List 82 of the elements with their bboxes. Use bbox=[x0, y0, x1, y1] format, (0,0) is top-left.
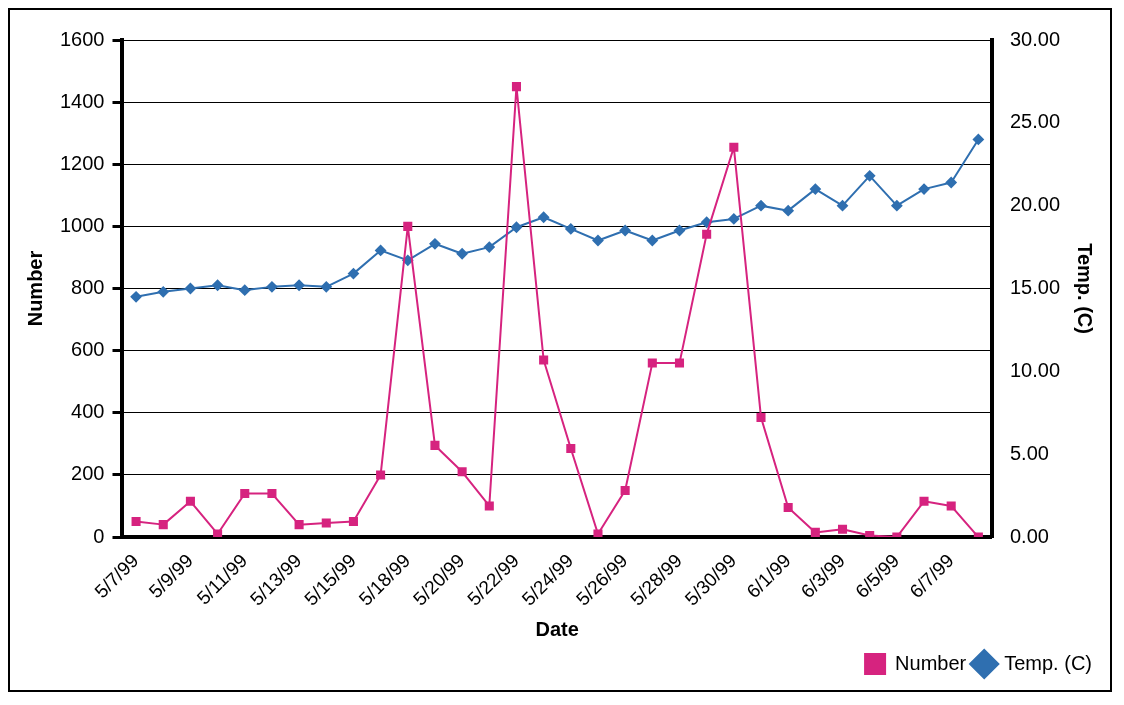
point bbox=[620, 485, 630, 495]
point bbox=[267, 489, 277, 499]
y-tick-label: 1600 bbox=[59, 27, 105, 50]
point bbox=[891, 200, 903, 212]
point bbox=[539, 355, 549, 365]
point bbox=[510, 221, 522, 233]
point bbox=[619, 225, 631, 237]
point bbox=[483, 241, 495, 253]
point bbox=[239, 284, 251, 296]
point bbox=[729, 142, 739, 152]
y2-tick-label: 20.00 bbox=[1009, 193, 1061, 216]
point bbox=[702, 229, 712, 239]
y-axis-title: Number bbox=[23, 250, 46, 327]
point bbox=[403, 221, 413, 231]
point bbox=[918, 183, 930, 195]
point bbox=[213, 529, 223, 538]
point bbox=[592, 234, 604, 246]
y2-tick-label: 15.00 bbox=[1009, 276, 1061, 299]
legend-label: Temp. (C) bbox=[1004, 651, 1093, 674]
point bbox=[157, 286, 169, 298]
point bbox=[782, 205, 794, 217]
y-tick-label: 1200 bbox=[59, 151, 105, 174]
y2-tick-label: 10.00 bbox=[1009, 358, 1061, 381]
y-tick-label: 0 bbox=[93, 524, 105, 547]
point bbox=[756, 412, 766, 422]
point bbox=[810, 527, 820, 537]
point bbox=[674, 358, 685, 368]
point bbox=[593, 529, 603, 538]
point bbox=[429, 238, 441, 250]
y2-tick-label: 5.00 bbox=[1009, 441, 1049, 464]
point bbox=[538, 211, 550, 223]
point bbox=[646, 234, 658, 246]
point bbox=[972, 133, 984, 145]
point bbox=[484, 501, 494, 511]
point bbox=[864, 170, 876, 182]
point bbox=[755, 200, 767, 212]
point bbox=[783, 503, 793, 513]
y-tick-label: 1400 bbox=[59, 89, 105, 112]
point bbox=[566, 443, 576, 454]
point bbox=[837, 524, 848, 534]
y2-tick-label: 25.00 bbox=[1009, 110, 1061, 133]
y-tick-label: 1000 bbox=[59, 213, 105, 236]
point bbox=[294, 520, 304, 530]
point bbox=[293, 279, 305, 291]
y-tick-label: 600 bbox=[71, 338, 105, 361]
point bbox=[809, 183, 821, 195]
point bbox=[321, 518, 331, 528]
point bbox=[728, 213, 740, 225]
point bbox=[130, 291, 142, 303]
point bbox=[376, 470, 386, 480]
point bbox=[946, 501, 956, 511]
point bbox=[945, 176, 957, 188]
point bbox=[158, 520, 168, 530]
point bbox=[131, 516, 141, 527]
point bbox=[837, 200, 849, 212]
point bbox=[348, 516, 358, 527]
y2-axis-title: Temp. (C) bbox=[1074, 243, 1097, 334]
y-tick-label: 400 bbox=[71, 400, 105, 423]
point bbox=[865, 530, 875, 538]
point bbox=[430, 440, 440, 450]
point bbox=[266, 281, 278, 293]
point bbox=[240, 489, 250, 499]
point bbox=[347, 268, 359, 280]
point bbox=[185, 496, 195, 506]
y2-tick-label: 30.00 bbox=[1009, 27, 1061, 50]
point bbox=[647, 358, 657, 368]
point bbox=[565, 223, 577, 235]
point bbox=[456, 248, 468, 260]
legend-label: Number bbox=[895, 651, 967, 674]
y-tick-label: 200 bbox=[71, 462, 105, 485]
point bbox=[673, 225, 685, 237]
x-axis-title: Date bbox=[535, 617, 579, 640]
point bbox=[212, 279, 224, 291]
point bbox=[701, 216, 713, 228]
point bbox=[184, 283, 196, 295]
point bbox=[919, 496, 929, 506]
point bbox=[457, 467, 467, 477]
point bbox=[375, 244, 387, 256]
point bbox=[511, 82, 521, 92]
y2-tick-label: 0.00 bbox=[1009, 524, 1049, 547]
y-tick-label: 800 bbox=[71, 276, 105, 299]
point bbox=[320, 281, 332, 293]
